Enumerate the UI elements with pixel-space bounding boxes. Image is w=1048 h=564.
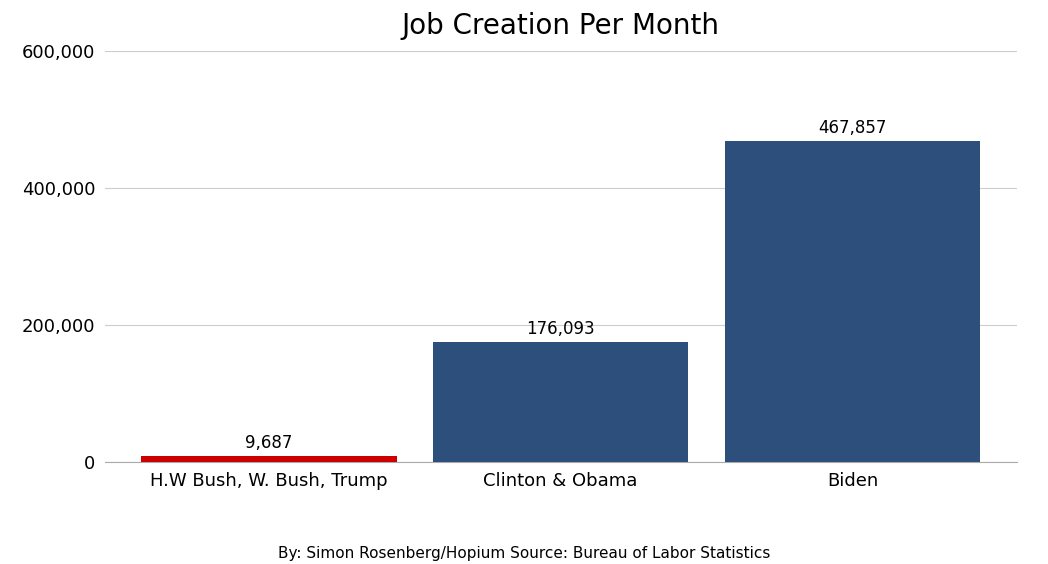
Text: 176,093: 176,093 bbox=[526, 320, 595, 337]
Bar bbox=[433, 342, 689, 462]
Text: 467,857: 467,857 bbox=[818, 120, 887, 137]
Text: By: Simon Rosenberg/Hopium Source: Bureau of Labor Statistics: By: Simon Rosenberg/Hopium Source: Burea… bbox=[278, 547, 770, 561]
Bar bbox=[725, 142, 980, 462]
Bar bbox=[141, 456, 396, 462]
Title: Job Creation Per Month: Job Creation Per Month bbox=[401, 12, 720, 40]
Text: 9,687: 9,687 bbox=[245, 434, 292, 452]
